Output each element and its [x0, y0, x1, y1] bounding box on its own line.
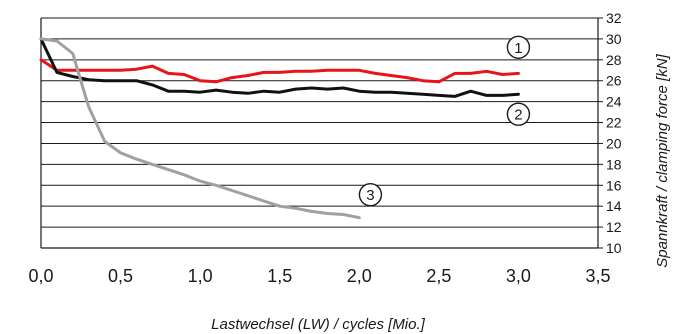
y-axis-label: Spannkraft / clamping force [kN]: [654, 53, 671, 267]
series-marker-3: 3: [358, 182, 383, 207]
x-tick-label: 1,5: [267, 266, 292, 286]
marker-circle: [506, 35, 531, 59]
x-axis-label: Lastwechsel (LW) / cycles [Mio.]: [211, 316, 425, 333]
marker-label: 3: [366, 187, 374, 204]
x-tick-label: 1,0: [188, 266, 213, 286]
x-tick-label: 0,5: [108, 266, 133, 286]
marker-label: 1: [514, 40, 522, 57]
grid-lines: [41, 17, 598, 249]
x-tick-label: 0,0: [28, 266, 53, 286]
marker-circle: [506, 102, 531, 126]
y-tick-label: 24: [606, 94, 622, 110]
y-tick-label: 10: [606, 240, 622, 256]
x-tick-label: 3,5: [585, 266, 610, 286]
y-tick-label: 18: [606, 156, 622, 172]
series-line-2: [39, 37, 520, 98]
y-tick-label: 30: [606, 31, 622, 47]
y-tick-label: 32: [606, 10, 622, 26]
y-tick-label: 16: [606, 177, 622, 193]
series-line-1: [39, 58, 520, 84]
x-tick-label: 2,5: [426, 266, 451, 286]
y-tick-label: 26: [606, 73, 622, 89]
y-tick-label: 14: [606, 198, 622, 214]
series-markers: 1 2 3: [358, 35, 531, 207]
y-tick-label: 28: [606, 52, 622, 68]
series-marker-1: 1: [506, 35, 531, 59]
y-tick-label: 22: [606, 115, 622, 131]
series-marker-2: 2: [506, 102, 531, 126]
y-tick-labels: 10 12 14 16 18 20 22 24 26 28 30 32: [606, 10, 622, 256]
axes: [40, 17, 603, 249]
x-tick-label: 3,0: [506, 266, 531, 286]
marker-circle: [358, 182, 383, 207]
y-tick-label: 20: [606, 135, 622, 151]
y-tick-label: 12: [606, 219, 622, 235]
x-tick-label: 2,0: [347, 266, 372, 286]
marker-label: 2: [514, 107, 522, 124]
x-tick-labels: 0,0 0,5 1,0 1,5 2,0 2,5 3,0 3,5: [28, 266, 610, 286]
series-layer: [39, 37, 520, 220]
series-line-3: [39, 37, 361, 220]
